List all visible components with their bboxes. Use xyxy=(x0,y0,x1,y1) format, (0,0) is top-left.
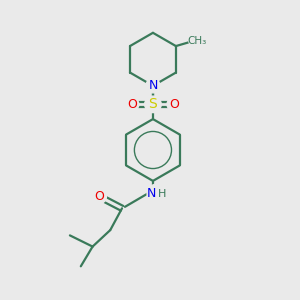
Text: H: H xyxy=(158,189,166,199)
Text: O: O xyxy=(127,98,137,111)
Circle shape xyxy=(147,184,166,203)
Circle shape xyxy=(125,97,139,111)
Circle shape xyxy=(167,97,181,111)
Text: O: O xyxy=(94,190,104,203)
Circle shape xyxy=(92,190,106,204)
Circle shape xyxy=(189,35,200,46)
Text: O: O xyxy=(169,98,179,111)
Text: N: N xyxy=(148,79,158,92)
Text: N: N xyxy=(147,187,156,200)
Text: S: S xyxy=(148,98,157,111)
Circle shape xyxy=(146,79,160,93)
Text: CH₃: CH₃ xyxy=(187,36,206,46)
Circle shape xyxy=(145,96,161,112)
